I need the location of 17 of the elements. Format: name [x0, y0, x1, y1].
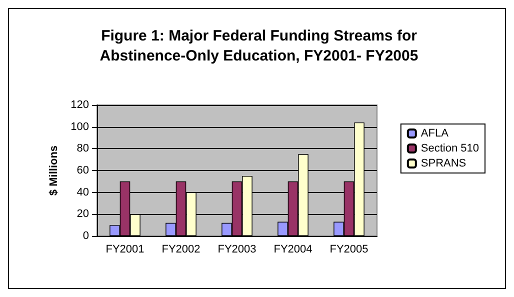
legend-label: SPRANS — [420, 158, 466, 170]
y-axis-title: $ Millions — [48, 145, 60, 196]
y-tick-label: 20 — [76, 208, 89, 220]
y-tick-label: 40 — [76, 186, 89, 198]
x-tick-label: FY2003 — [218, 244, 256, 256]
y-tick-label: 100 — [70, 120, 89, 133]
y-tick-label: 80 — [76, 142, 89, 155]
y-tick-label: 60 — [76, 164, 89, 176]
x-tick-label: FY2005 — [330, 244, 368, 256]
y-tick-label: 120 — [70, 99, 89, 111]
chart-title: Figure 1: Major Federal Funding Streams for Abstinence-Only Education, FY2001- FY2005 — [100, 28, 418, 64]
legend-label: Section 510 — [420, 142, 480, 154]
y-tick-label: 0 — [82, 230, 89, 242]
x-tick-label: FY2001 — [106, 244, 144, 256]
legend-label: AFLA — [420, 128, 450, 140]
x-tick-label: FY2004 — [274, 244, 312, 256]
x-tick-label: FY2002 — [162, 244, 200, 256]
